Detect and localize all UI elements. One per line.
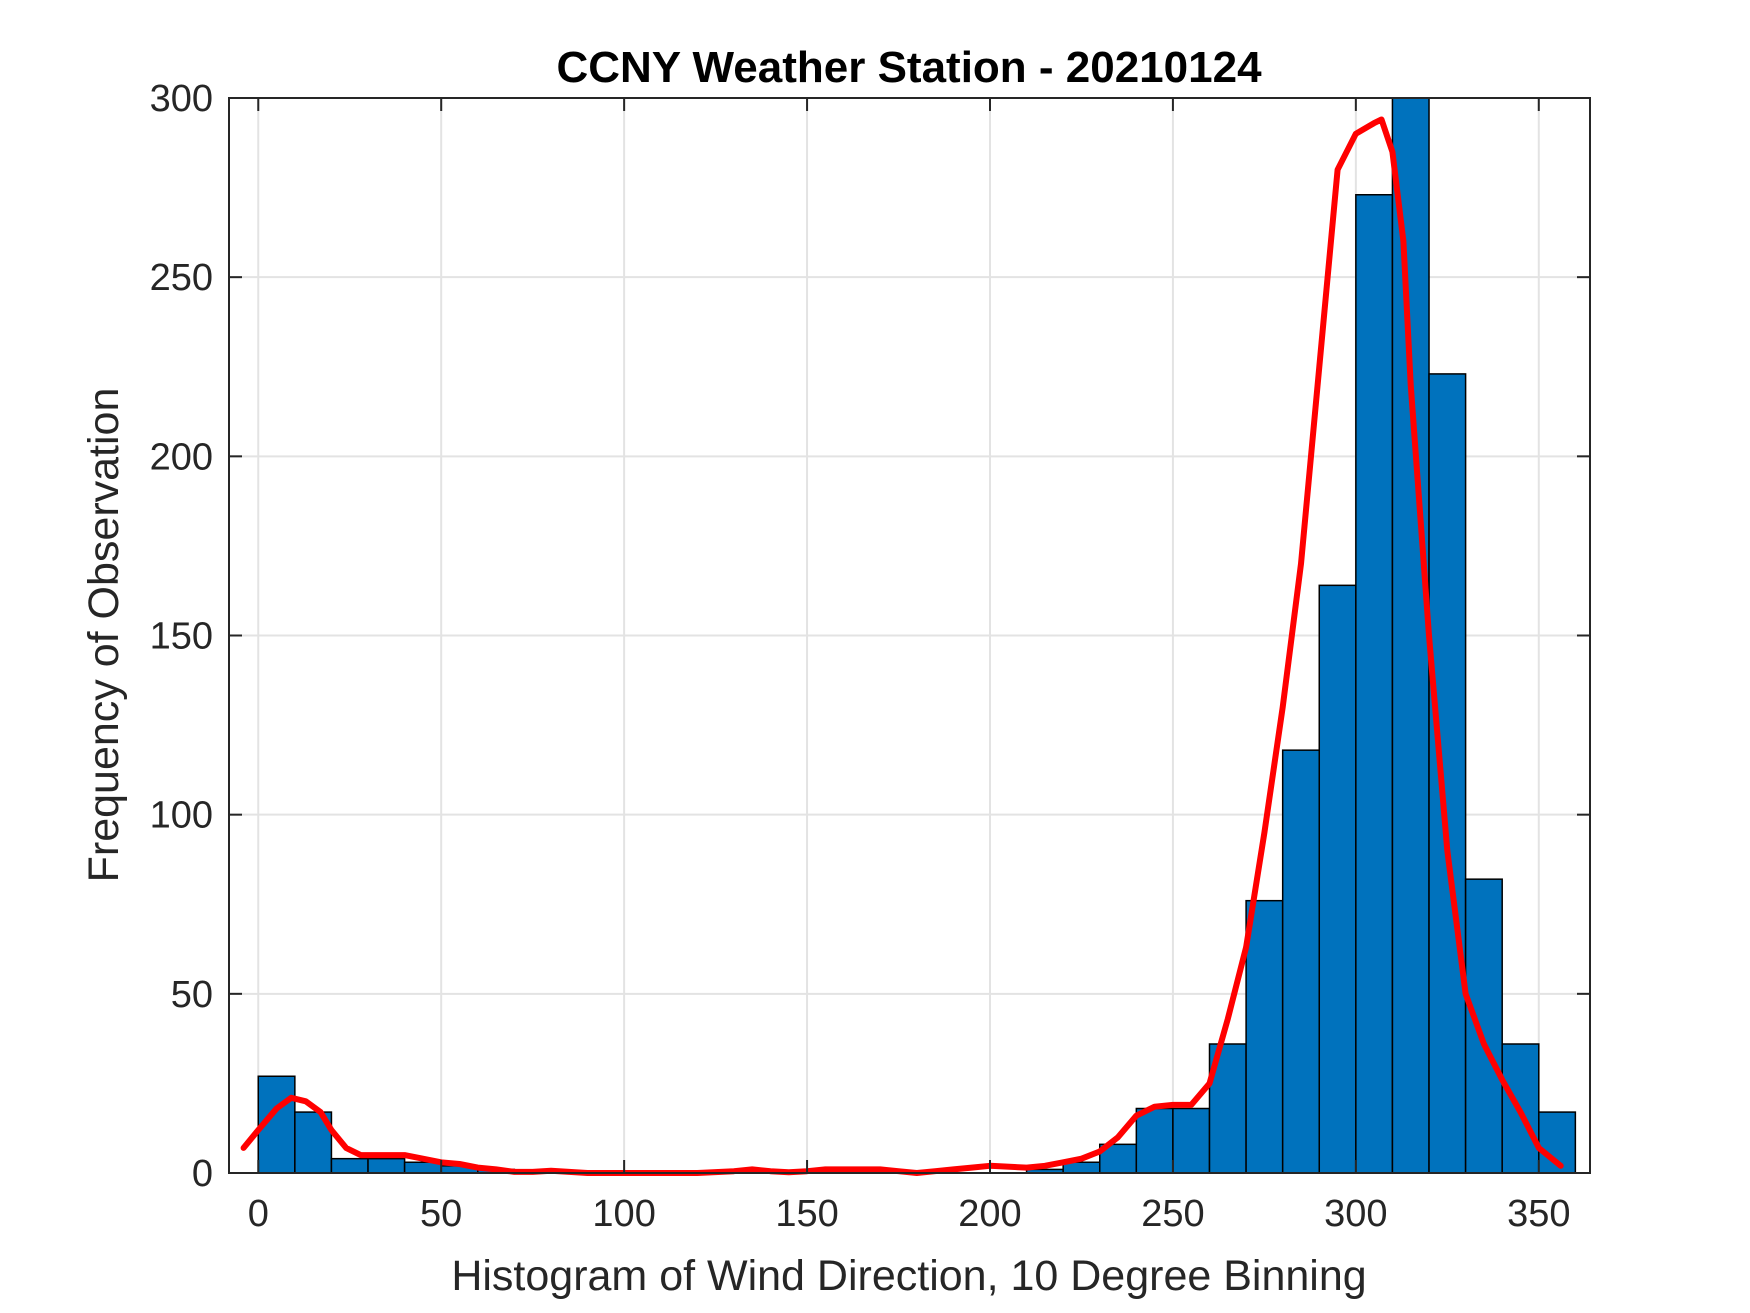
x-tick-label: 150 bbox=[775, 1193, 838, 1235]
chart-title: CCNY Weather Station - 20210124 bbox=[556, 43, 1262, 92]
axis-ticks bbox=[229, 97, 1590, 1174]
density-curve bbox=[240, 116, 1564, 1176]
histogram-bar bbox=[1318, 584, 1357, 1174]
x-tick-label: 350 bbox=[1507, 1193, 1570, 1235]
x-tick-label: 50 bbox=[420, 1193, 462, 1235]
y-tick-label: 200 bbox=[150, 436, 213, 478]
x-tick-label: 200 bbox=[958, 1193, 1021, 1235]
y-tick-label: 250 bbox=[150, 257, 213, 299]
y-axis-label: Frequency of Observation bbox=[80, 388, 128, 883]
y-tick-label: 0 bbox=[192, 1153, 213, 1195]
x-tick-labels: 0 50 100 150 200 250 300 350 bbox=[248, 1193, 1571, 1235]
x-tick-label: 300 bbox=[1324, 1193, 1387, 1235]
histogram-bar bbox=[1172, 1107, 1211, 1174]
x-tick-label: 0 bbox=[248, 1193, 269, 1235]
y-tick-labels: 0 50 100 150 200 250 300 bbox=[150, 78, 213, 1195]
x-tick-label: 100 bbox=[592, 1193, 655, 1235]
histogram-bar bbox=[1135, 1107, 1174, 1174]
x-tick-label: 250 bbox=[1141, 1193, 1204, 1235]
histogram-bar bbox=[1391, 97, 1430, 1174]
x-axis-label: Histogram of Wind Direction, 10 Degree B… bbox=[451, 1252, 1366, 1300]
histogram-bar bbox=[330, 1157, 369, 1174]
histogram-bar bbox=[1245, 899, 1284, 1174]
y-tick-label: 150 bbox=[150, 616, 213, 658]
y-tick-label: 50 bbox=[171, 974, 213, 1016]
histogram-bar bbox=[1281, 749, 1321, 1174]
y-tick-label: 300 bbox=[150, 78, 213, 120]
histogram-bars bbox=[257, 97, 1577, 1174]
histogram-bar bbox=[1355, 194, 1394, 1174]
density-curve-line bbox=[240, 116, 1564, 1176]
histogram-bar bbox=[367, 1157, 406, 1174]
histogram-bar bbox=[1428, 373, 1467, 1174]
histogram-bar bbox=[1464, 878, 1503, 1174]
y-tick-label: 100 bbox=[150, 795, 213, 837]
